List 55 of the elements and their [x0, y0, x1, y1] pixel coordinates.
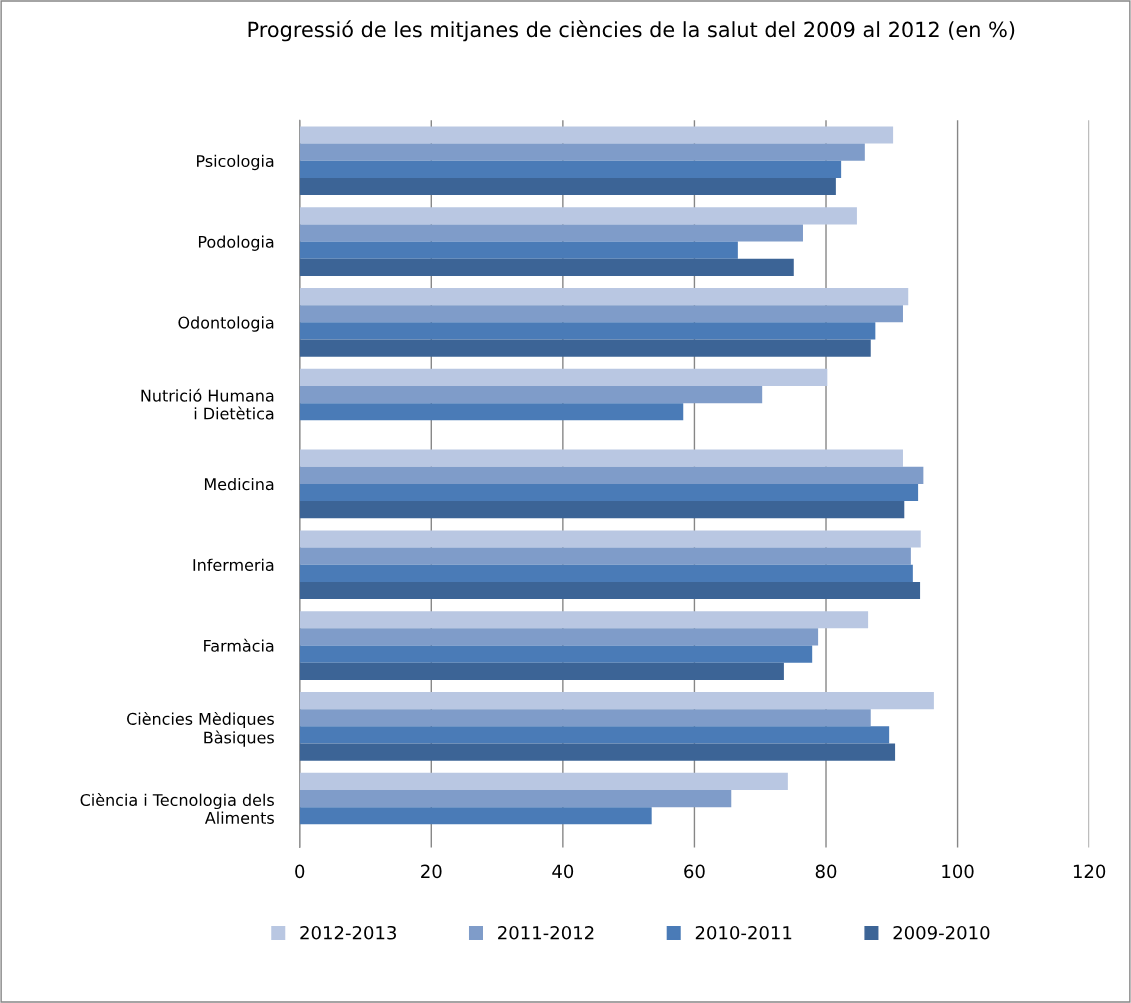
y-tick-label: Farmàcia [204, 638, 274, 652]
x-tick-label: 20 [421, 864, 442, 879]
legend-label: 2011-2012 [498, 925, 594, 940]
bar [299, 501, 905, 519]
bar [299, 789, 732, 808]
bar [299, 449, 903, 467]
bar [299, 581, 921, 600]
bar [299, 743, 896, 761]
legend-label: 2012-2013 [300, 925, 396, 940]
bar [299, 385, 763, 404]
bar [299, 288, 909, 306]
chart-title: Progressió de les mitjanes de ciències de la salut del 2009 al 2012 (en %) [248, 20, 1015, 42]
bar [299, 645, 813, 663]
bar [299, 241, 738, 259]
bar [299, 530, 921, 548]
y-tick-label: Ciències Mèdiques Bàsiques [127, 711, 274, 747]
y-tick-label: Ciència i Tecnologia dels Aliments [80, 793, 274, 824]
y-tick-label: Podologia [198, 235, 274, 251]
bar [299, 807, 652, 825]
x-tick-label: 0 [295, 864, 305, 879]
bar [299, 628, 819, 646]
bar [299, 403, 684, 421]
x-tick-label: 40 [552, 864, 574, 879]
bar [299, 160, 842, 178]
x-tick-label: 80 [815, 864, 837, 879]
bar [299, 322, 876, 340]
x-tick-label: 120 [1073, 864, 1106, 879]
legend-label: 2010-2011 [695, 925, 792, 940]
bar [299, 224, 803, 242]
bar [299, 258, 794, 276]
bar [299, 207, 857, 225]
bar [299, 709, 871, 727]
y-tick-label: Infermeria [193, 558, 274, 572]
bar [299, 305, 903, 323]
bar [299, 547, 911, 565]
bar [299, 126, 894, 144]
bar [299, 726, 890, 744]
bar [299, 177, 836, 196]
bar [299, 483, 919, 502]
y-tick-label: Nutrició Humana i Dietètica [141, 388, 274, 420]
bar [299, 368, 828, 386]
bar [299, 772, 788, 790]
x-tick-label: 100 [942, 864, 974, 879]
bar [299, 466, 924, 484]
bar [299, 662, 784, 680]
legend-label: 2009-2010 [893, 925, 990, 940]
y-tick-label: Odontologia [178, 316, 274, 332]
bar [299, 692, 934, 710]
bar [299, 143, 865, 161]
y-tick-label: Psicologia [197, 154, 274, 171]
bar [299, 611, 869, 629]
x-tick-label: 60 [684, 864, 705, 879]
bar [299, 564, 913, 582]
y-tick-label: Medicina [204, 477, 274, 491]
bar [299, 339, 871, 357]
